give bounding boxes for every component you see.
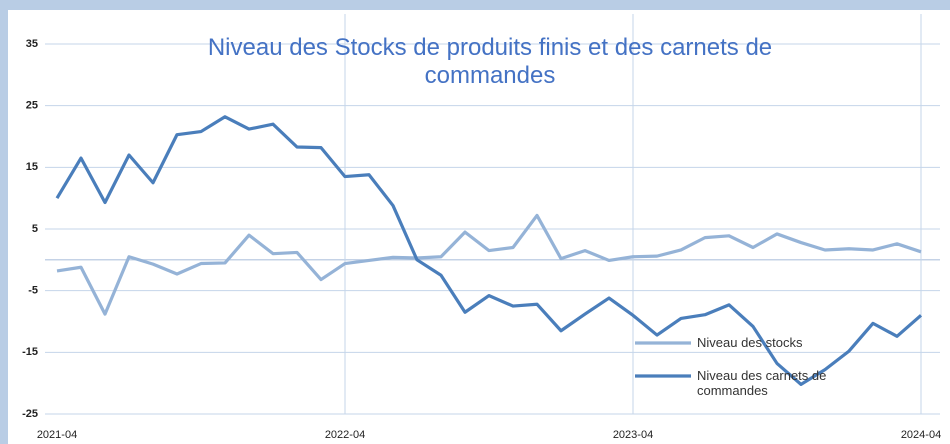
series-line (56, 213, 922, 316)
x-tick-label: 2021-04 (37, 429, 77, 441)
x-tick-label: 2023-04 (613, 429, 653, 441)
legend-label: Niveau des carnets de commandes (697, 368, 827, 398)
y-tick-label: -25 (22, 408, 38, 420)
y-tick-label: 5 (32, 223, 38, 235)
x-tick-label: 2024-04 (901, 429, 941, 441)
x-tick-label: 2022-04 (325, 429, 365, 441)
y-tick-label: 15 (26, 161, 38, 173)
y-tick-label: -5 (28, 285, 38, 297)
y-tick-label: 35 (26, 38, 38, 50)
plot-background (8, 10, 950, 444)
chart-title: Niveau des Stocks de produits finis et d… (207, 34, 773, 89)
y-tick-label: 25 (26, 100, 38, 112)
legend-label: Niveau des stocks (697, 335, 803, 350)
series-line (55, 115, 923, 386)
y-tick-label: -15 (22, 346, 38, 358)
